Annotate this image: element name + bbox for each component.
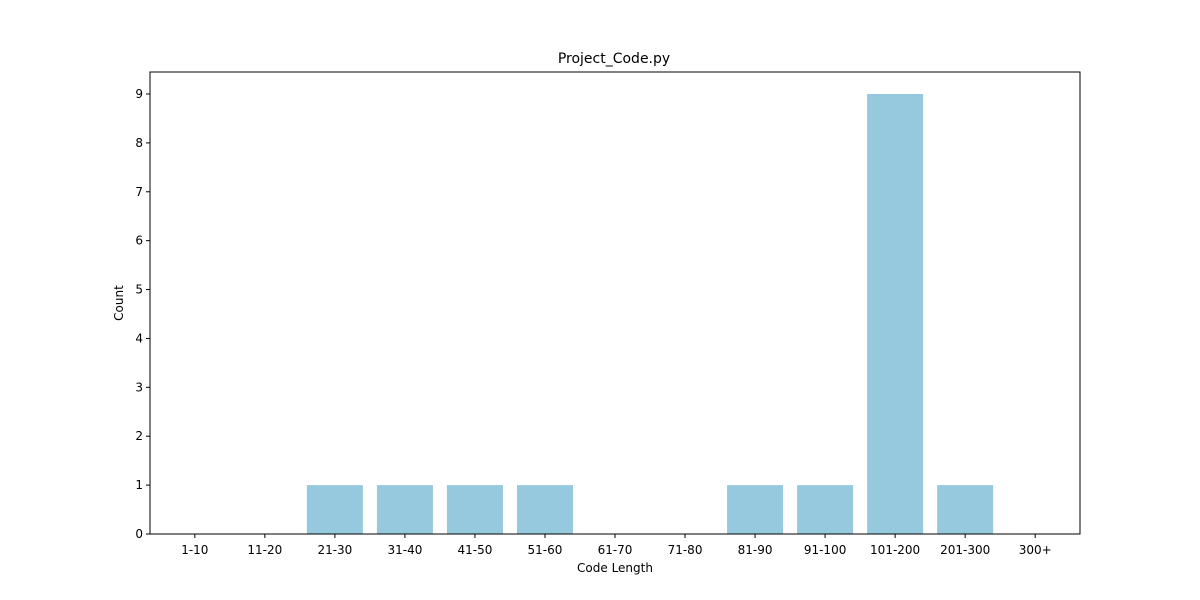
y-tick-label: 0	[135, 527, 143, 541]
y-tick-label: 7	[135, 185, 143, 199]
y-tick-label: 8	[135, 136, 143, 150]
x-tick-label: 71-80	[668, 543, 703, 557]
x-tick-label: 91-100	[804, 543, 847, 557]
bar-31-40	[376, 485, 433, 534]
y-tick-label: 9	[135, 87, 143, 101]
x-tick-label: 51-60	[528, 543, 563, 557]
bar-91-100	[797, 485, 854, 534]
y-axis-label: Count	[112, 285, 126, 321]
x-tick-label: 81-90	[738, 543, 773, 557]
x-tick-label: 300+	[1019, 543, 1052, 557]
x-axis-label: Code Length	[577, 561, 653, 575]
y-tick-label: 6	[135, 234, 143, 248]
bar-21-30	[306, 485, 363, 534]
x-tick-label: 11-20	[247, 543, 282, 557]
bars-group	[306, 94, 994, 534]
x-tick-label: 1-10	[181, 543, 208, 557]
x-tick-label: 201-300	[940, 543, 990, 557]
x-tick-label: 31-40	[387, 543, 422, 557]
y-tick-label: 4	[135, 331, 143, 345]
y-tick-label: 3	[135, 380, 143, 394]
bar-41-50	[446, 485, 503, 534]
x-tick-label: 101-200	[870, 543, 920, 557]
bar-201-300	[937, 485, 994, 534]
y-axis: 0 1 2 3 4 5 6 7 8 9	[135, 87, 150, 541]
x-tick-label: 61-70	[598, 543, 633, 557]
bar-101-200	[867, 94, 924, 534]
y-tick-label: 5	[135, 283, 143, 297]
x-tick-label: 41-50	[458, 543, 493, 557]
x-axis: 1-10 11-20 21-30 31-40 41-50 51-60 61-70 71-80 8…	[181, 534, 1052, 557]
x-tick-label: 21-30	[317, 543, 352, 557]
y-tick-label: 2	[135, 429, 143, 443]
bar-81-90	[727, 485, 784, 534]
plot-frame	[149, 71, 1081, 535]
y-tick-label: 1	[135, 478, 143, 492]
chart-title: Project_Code.py	[558, 51, 670, 67]
bar-51-60	[516, 485, 573, 534]
